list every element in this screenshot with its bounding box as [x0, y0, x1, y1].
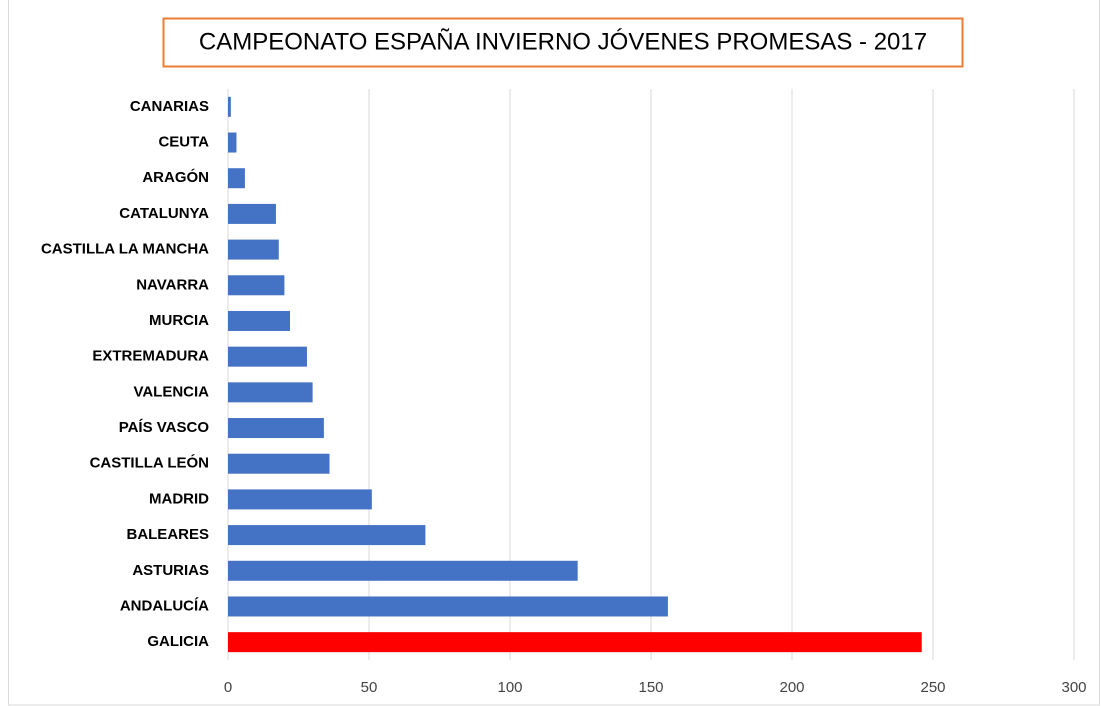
- bar: [228, 525, 426, 546]
- bar: [228, 310, 291, 331]
- x-tick-label: 200: [779, 679, 804, 696]
- bar: [228, 560, 578, 581]
- bar: [228, 418, 324, 439]
- bar: [228, 632, 922, 653]
- y-tick-label: NAVARRA: [136, 276, 209, 293]
- y-tick-label: CATALUNYA: [119, 205, 209, 222]
- x-tick-label: 150: [638, 679, 663, 696]
- bar: [228, 382, 313, 403]
- y-tick-label: MURCIA: [149, 312, 209, 329]
- chart-frame: [8, 0, 1100, 706]
- y-tick-label: CEUTA: [158, 134, 209, 151]
- y-tick-label: ASTURIAS: [132, 562, 209, 579]
- x-tick-label: 0: [224, 679, 232, 696]
- bar: [228, 203, 276, 224]
- x-tick-label: 100: [497, 679, 522, 696]
- title-box: [162, 17, 964, 68]
- x-tick-label: 50: [361, 679, 378, 696]
- bar: [228, 96, 231, 117]
- y-tick-label: CASTILLA LEÓN: [90, 454, 209, 472]
- y-tick-label: EXTREMADURA: [92, 348, 209, 365]
- bar: [228, 132, 237, 153]
- bar: [228, 489, 372, 510]
- y-tick-label: BALEARES: [126, 526, 209, 543]
- bar: [228, 453, 330, 474]
- bar: [228, 239, 279, 260]
- y-tick-label: ARAGÓN: [142, 168, 209, 186]
- y-tick-label: GALICIA: [147, 633, 209, 650]
- bar: [228, 596, 668, 617]
- y-tick-label: MADRID: [149, 490, 209, 507]
- bar: [228, 346, 307, 367]
- chart-title: CAMPEONATO ESPAÑA INVIERNO JÓVENES PROME…: [199, 28, 927, 55]
- y-tick-label: PAÍS VASCO: [119, 419, 210, 436]
- y-tick-label: CASTILLA LA MANCHA: [41, 241, 209, 258]
- x-tick-label: 250: [920, 679, 945, 696]
- y-tick-label: CANARIAS: [130, 98, 209, 115]
- x-tick-label: 300: [1061, 679, 1086, 696]
- bar: [228, 168, 245, 189]
- bar: [228, 275, 285, 296]
- y-tick-label: ANDALUCÍA: [120, 597, 209, 614]
- y-tick-label: VALENCIA: [133, 383, 209, 400]
